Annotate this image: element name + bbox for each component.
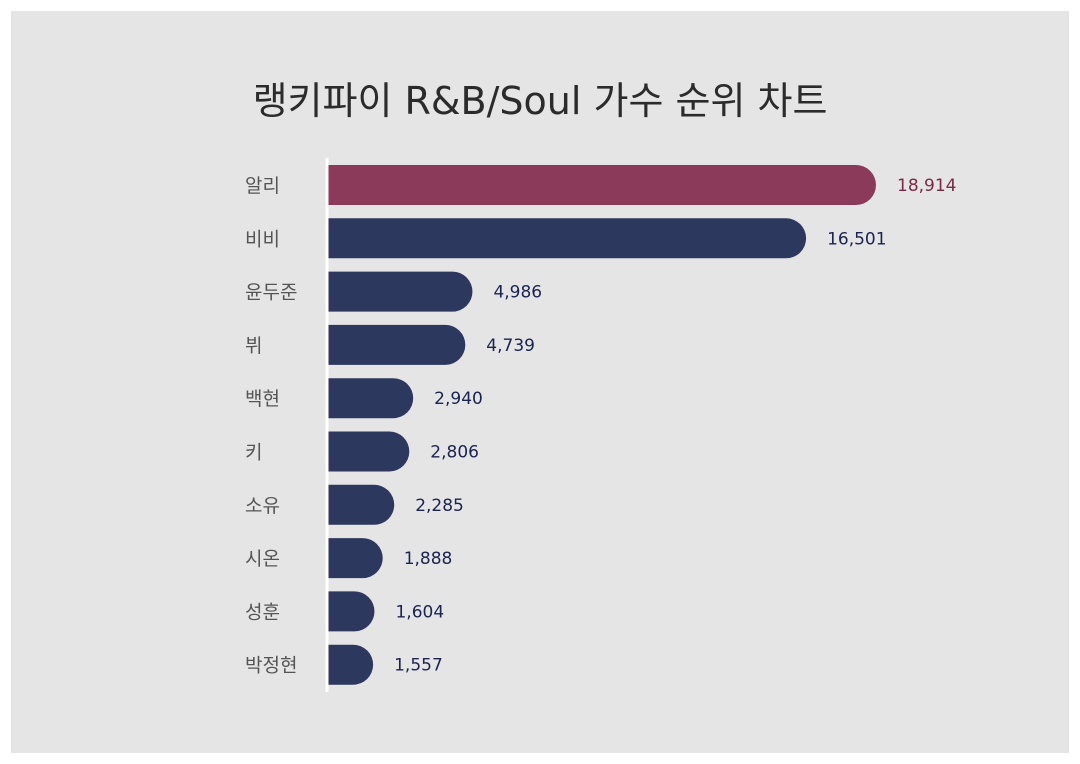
category-label: 윤두준 bbox=[245, 282, 297, 304]
bar-키 bbox=[328, 431, 410, 472]
value-label: 4,986 bbox=[493, 283, 542, 303]
bar-시온 bbox=[328, 538, 383, 579]
value-label: 2,806 bbox=[430, 443, 479, 463]
value-label: 1,604 bbox=[395, 602, 444, 622]
category-label: 시온 bbox=[245, 548, 280, 570]
category-label: 백현 bbox=[245, 388, 280, 410]
category-label: 소유 bbox=[245, 495, 280, 517]
bar-박정현 bbox=[328, 644, 374, 685]
bar-백현 bbox=[328, 378, 414, 419]
category-label: 뷔 bbox=[245, 335, 262, 357]
bar-소유 bbox=[328, 484, 395, 525]
bar-비비 bbox=[328, 218, 807, 259]
bar-알리 bbox=[328, 165, 876, 205]
value-label: 1,888 bbox=[404, 549, 453, 569]
value-label: 2,285 bbox=[415, 496, 464, 516]
category-label: 비비 bbox=[245, 228, 280, 250]
category-label: 박정현 bbox=[245, 655, 297, 677]
chart-background bbox=[11, 11, 1069, 753]
bar-성훈 bbox=[328, 591, 375, 632]
category-label: 성훈 bbox=[245, 601, 280, 623]
category-label: 알리 bbox=[245, 175, 280, 197]
value-label: 4,739 bbox=[486, 336, 535, 356]
chart-title: 랭키파이 R&B/Soul 가수 순위 차트 bbox=[252, 79, 828, 123]
value-label: 18,914 bbox=[897, 176, 956, 196]
category-label: 키 bbox=[245, 442, 262, 464]
value-label: 2,940 bbox=[434, 389, 483, 409]
bar-뷔 bbox=[328, 324, 466, 365]
value-label: 16,501 bbox=[827, 229, 886, 249]
bar-윤두준 bbox=[328, 271, 473, 312]
value-label: 1,557 bbox=[394, 656, 443, 676]
